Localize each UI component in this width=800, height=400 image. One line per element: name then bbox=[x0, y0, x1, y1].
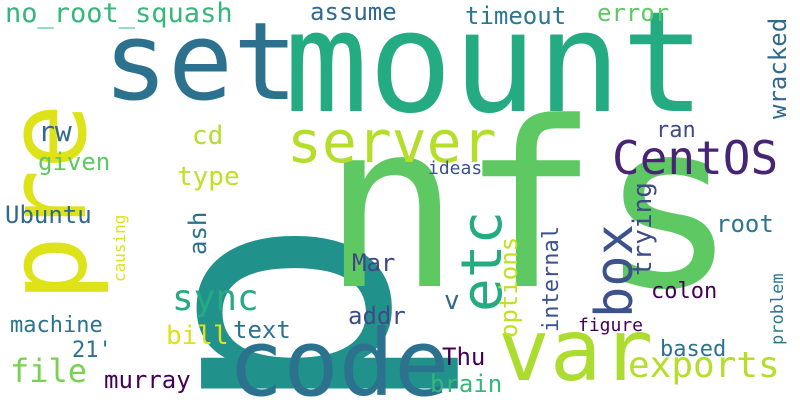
word-sync: sync bbox=[172, 278, 259, 319]
word-var: var bbox=[498, 301, 654, 400]
word-murray: murray bbox=[104, 366, 191, 394]
word-exports: exports bbox=[628, 345, 780, 386]
word-based: based bbox=[660, 337, 727, 362]
word-machine: machine bbox=[10, 313, 103, 338]
word-text: text bbox=[233, 316, 291, 344]
word-brain: brain bbox=[430, 370, 503, 398]
word-cd: cd bbox=[192, 121, 224, 151]
word-assume: assume bbox=[310, 0, 397, 26]
word-set: set bbox=[103, 0, 299, 125]
word-rw: rw bbox=[38, 115, 72, 148]
word-file: file bbox=[10, 352, 88, 390]
word-addr: addr bbox=[348, 302, 406, 330]
word-mount: mount bbox=[284, 0, 706, 145]
word-root: root bbox=[716, 210, 774, 238]
word-wracked: wracked bbox=[764, 17, 792, 119]
word-figure: figure bbox=[578, 315, 644, 336]
word-problem: problem bbox=[768, 273, 788, 345]
word-timeout: timeout bbox=[465, 2, 567, 30]
word-ideas: ideas bbox=[428, 158, 483, 179]
word-options: options bbox=[495, 236, 523, 338]
word-trying: trying bbox=[628, 182, 658, 276]
word-nfs: nfs bbox=[322, 74, 738, 341]
word-thu: Thu bbox=[442, 343, 486, 371]
word-colon: colon bbox=[651, 279, 718, 304]
word-ash: ash bbox=[184, 211, 212, 255]
word-mar: Mar bbox=[352, 249, 396, 277]
word-bill: bill bbox=[166, 321, 229, 351]
word-server: server bbox=[287, 108, 497, 176]
word-code: code bbox=[228, 310, 450, 400]
word-ubuntu: Ubuntu bbox=[5, 201, 92, 229]
word-causing: causing bbox=[110, 214, 129, 282]
word-given: given bbox=[38, 148, 111, 176]
word-internal: internal bbox=[539, 226, 564, 332]
word-ran: ran bbox=[656, 118, 696, 143]
word-centos: CentOS bbox=[612, 131, 779, 185]
word-v: v bbox=[444, 286, 460, 316]
word-type: type bbox=[177, 162, 240, 192]
word-no-root-squash: no_root_squash bbox=[5, 0, 233, 29]
word-error: error bbox=[597, 0, 670, 27]
word-21: 21' bbox=[72, 338, 112, 363]
